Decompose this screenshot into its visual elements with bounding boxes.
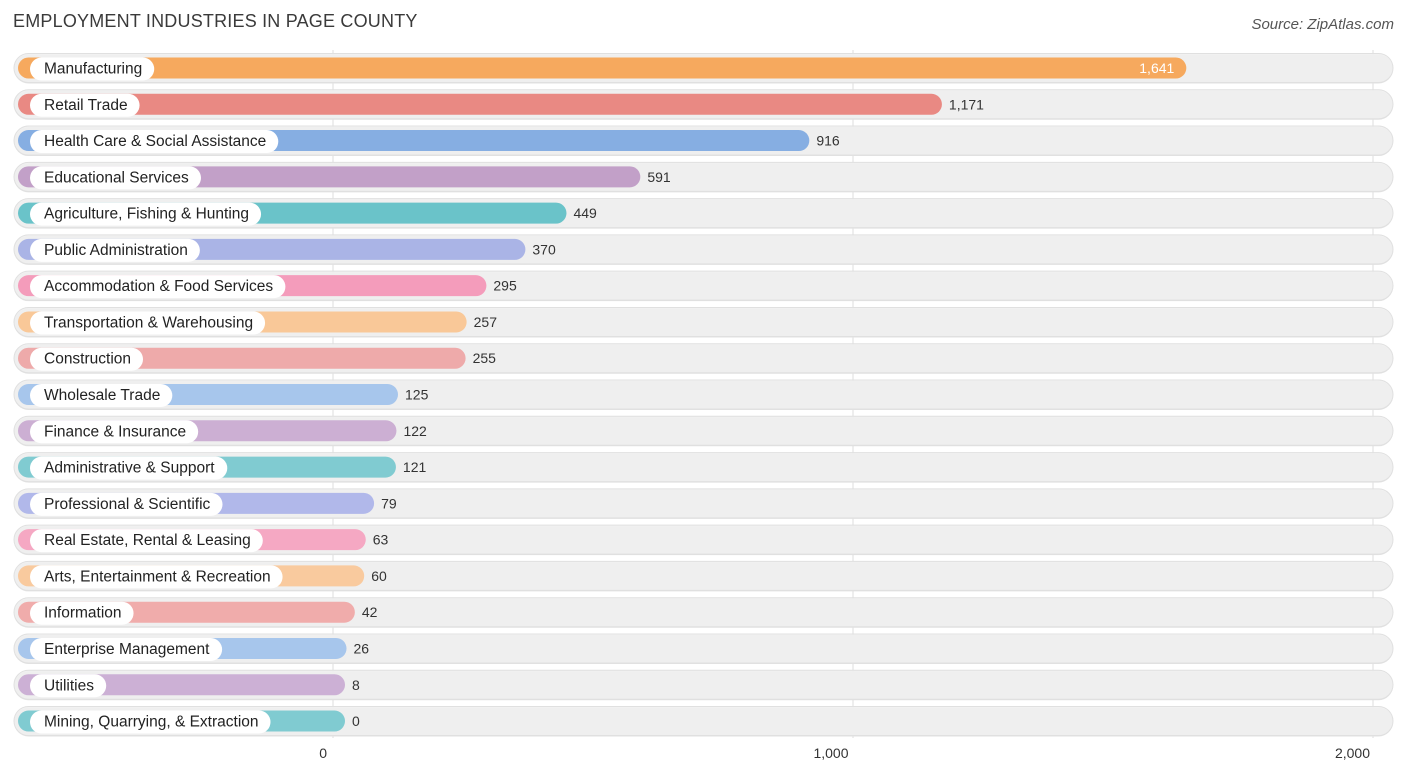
row-track (13, 669, 1394, 700)
value-label: 255 (473, 350, 497, 366)
bar-row: Real Estate, Rental & Leasing 63 (13, 524, 1394, 556)
bar-row: Transportation & Warehousing 257 (13, 306, 1394, 338)
label-chip (30, 637, 223, 661)
label-chip (30, 311, 266, 335)
category-label: Administrative & Support (44, 460, 215, 477)
category-label: Agriculture, Fishing & Hunting (44, 206, 249, 223)
category-label: Transportation & Warehousing (44, 314, 253, 331)
bar-row: Finance & Insurance 122 (13, 415, 1394, 447)
bar-row: Educational Services 591 (13, 161, 1394, 193)
category-label: Manufacturing (44, 61, 142, 78)
bar-row: Administrative & Support 121 (13, 452, 1394, 483)
category-label: Professional & Scientific (44, 496, 211, 513)
x-tick-label: 1,000 (813, 745, 848, 761)
value-label: 79 (381, 495, 397, 511)
value-label: 26 (354, 640, 370, 656)
bar[interactable] (18, 93, 942, 115)
category-label: Public Administration (44, 242, 188, 259)
bar-row: Accommodation & Food Services 295 (13, 270, 1394, 302)
row-track (13, 706, 1394, 737)
label-chip (30, 456, 228, 480)
category-label: Real Estate, Rental & Leasing (44, 532, 251, 549)
label-chip (30, 57, 155, 81)
bar-row: Wholesale Trade 125 (13, 379, 1394, 411)
x-tick-label: 2,000 (1335, 745, 1370, 761)
source-credit: Source: ZipAtlas.com (1251, 16, 1394, 33)
value-label: 42 (362, 604, 378, 620)
category-label: Enterprise Management (44, 641, 210, 658)
label-chip (30, 275, 286, 299)
bar-row: Manufacturing 1,641 (13, 53, 1394, 84)
bar-row: Professional & Scientific 79 (13, 488, 1394, 519)
label-chip (30, 347, 144, 371)
bar-row: Public Administration 370 (13, 234, 1394, 265)
value-label: 257 (474, 314, 498, 330)
chart-title: EMPLOYMENT INDUSTRIES IN PAGE COUNTY (13, 11, 418, 31)
value-label: 916 (816, 133, 840, 149)
bar-row: Retail Trade 1,171 (13, 89, 1394, 120)
bar-row: Arts, Entertainment & Recreation 60 (13, 560, 1394, 592)
label-chip (30, 492, 223, 516)
label-chip (30, 384, 173, 408)
bar-row: Mining, Quarrying, & Extraction 0 (13, 706, 1394, 737)
bar-row: Utilities 8 (13, 669, 1394, 701)
label-chip (30, 565, 283, 589)
value-label: 63 (373, 532, 389, 548)
category-label: Mining, Quarrying, & Extraction (44, 714, 259, 731)
value-label: 125 (405, 387, 429, 403)
category-label: Arts, Entertainment & Recreation (44, 568, 271, 585)
category-label: Information (44, 605, 122, 622)
category-label: Accommodation & Food Services (44, 278, 273, 295)
x-axis: 0 1,000 2,000 (319, 745, 1370, 761)
value-label: 121 (403, 459, 427, 475)
label-chip (30, 529, 263, 553)
value-label: 122 (403, 423, 427, 439)
value-label: 60 (371, 568, 387, 584)
label-chip (30, 420, 199, 444)
x-tick-label: 0 (319, 745, 327, 761)
value-label: 370 (532, 241, 556, 257)
row-track (13, 597, 1394, 628)
category-label: Finance & Insurance (44, 423, 186, 440)
category-label: Wholesale Trade (44, 387, 160, 404)
value-label: 449 (573, 205, 597, 221)
label-chip (30, 202, 262, 226)
category-label: Retail Trade (44, 97, 128, 114)
label-chip (30, 674, 107, 698)
category-label: Health Care & Social Assistance (44, 133, 266, 150)
category-label: Educational Services (44, 169, 189, 186)
bar-row: Agriculture, Fishing & Hunting 449 (13, 198, 1394, 229)
label-chip (30, 710, 271, 734)
value-label: 0 (352, 713, 360, 729)
label-chip (30, 601, 134, 625)
value-label: 8 (352, 677, 360, 693)
value-label: 1,171 (949, 96, 984, 112)
row-track (13, 633, 1394, 664)
value-label: 591 (647, 169, 671, 185)
bar-row: Enterprise Management 26 (13, 633, 1394, 664)
label-chip (30, 166, 201, 190)
category-label: Utilities (44, 677, 94, 694)
label-chip (30, 238, 200, 262)
bar-rows: Manufacturing 1,641 Retail Trade 1,171 Healt… (13, 53, 1394, 737)
value-label: 295 (493, 278, 517, 294)
label-chip (30, 130, 279, 154)
bar-row: Information 42 (13, 597, 1394, 628)
bar-row: Construction 255 (13, 343, 1394, 374)
category-label: Construction (44, 351, 131, 368)
bar-row: Health Care & Social Assistance 916 (13, 125, 1394, 157)
value-label: 1,641 (1139, 60, 1174, 76)
label-chip (30, 93, 140, 117)
bar[interactable] (18, 57, 1187, 79)
